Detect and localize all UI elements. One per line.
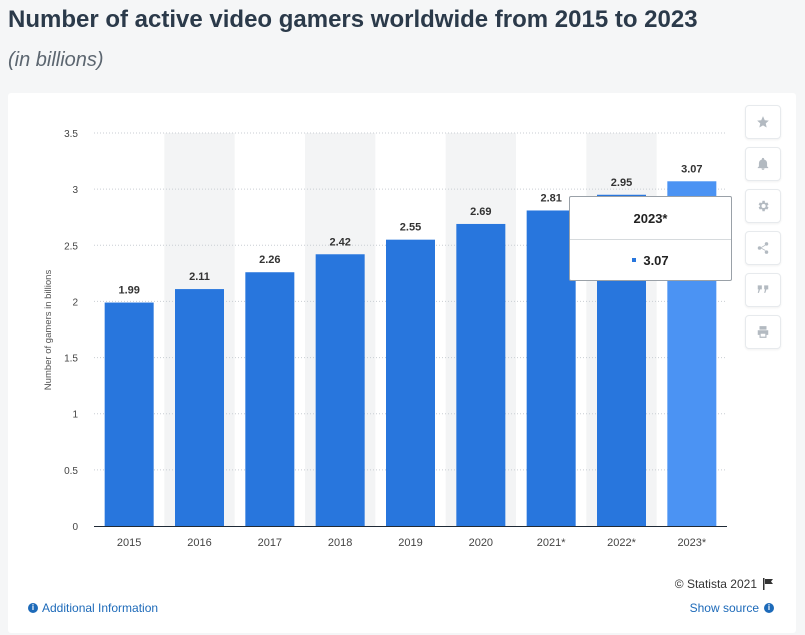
hover-tooltip: 2023* 3.07 [569, 196, 732, 281]
y-tick-label: 2 [72, 297, 78, 308]
value-label-2016: 2.11 [189, 271, 210, 283]
y-tick-label: 2.5 [64, 241, 78, 252]
settings-button[interactable] [745, 189, 781, 223]
series-dot-icon [632, 258, 637, 262]
show-source-label: Show source [689, 601, 759, 615]
x-tick-label-2015: 2015 [117, 537, 141, 549]
bar-2015 [104, 302, 154, 526]
tooltip-category: 2023* [570, 197, 731, 240]
bell-icon [757, 157, 769, 170]
info-icon: i [28, 603, 38, 613]
value-label-2022*: 2.95 [611, 177, 632, 189]
y-tick-label: 0.5 [64, 466, 78, 477]
additional-information-label: Additional Information [42, 601, 159, 615]
value-label-2019: 2.55 [400, 222, 421, 234]
tooltip-value: 3.07 [643, 252, 669, 268]
chart-toolbar [745, 105, 781, 357]
x-tick-label-2016: 2016 [187, 537, 211, 549]
gear-icon [758, 200, 769, 212]
value-label-2021*: 2.81 [540, 192, 561, 204]
chart-title: Number of active video gamers worldwide … [8, 6, 698, 33]
y-tick-label: 1 [72, 410, 78, 421]
copyright-text: © Statista 2021 [674, 577, 757, 591]
x-tick-label-2018: 2018 [328, 537, 352, 549]
info-icon: i [764, 603, 774, 613]
y-tick-label: 1.5 [64, 354, 78, 365]
print-button[interactable] [745, 315, 781, 349]
x-tick-label-2023*: 2023* [677, 537, 706, 549]
x-axis-ticks: 2015 2016 2017 2018 2019 2020 2021* 2022* 2023* [117, 537, 707, 549]
copyright: © Statista 2021 [675, 577, 774, 591]
value-label-2017: 2.26 [259, 254, 280, 266]
y-tick-label: 0 [72, 522, 78, 533]
value-label-2020: 2.69 [470, 206, 491, 218]
favorite-button[interactable] [745, 105, 781, 139]
cite-button[interactable] [745, 273, 781, 307]
star-icon [757, 116, 769, 128]
bar-2019 [386, 239, 435, 526]
additional-information-link[interactable]: i Additional Information [28, 601, 158, 615]
bar-2020 [456, 223, 506, 527]
quote-icon [757, 285, 769, 293]
bar-2017 [245, 272, 295, 526]
y-axis-ticks: 0 0.5 1 1.5 2 2.5 3 3.5 [64, 129, 78, 533]
x-tick-label-2017: 2017 [258, 537, 282, 549]
value-label-2015: 1.99 [118, 285, 139, 297]
tooltip-value-row: 3.07 [570, 240, 731, 280]
flag-icon[interactable] [762, 578, 774, 590]
value-labels: 1.99 2.11 2.26 2.42 2.55 2.69 2.81 2.95 3.07 [118, 163, 702, 296]
y-tick-label: 3 [72, 185, 78, 196]
x-tick-label-2020: 2020 [469, 537, 493, 549]
value-label-2018: 2.42 [329, 236, 350, 248]
y-tick-label: 3.5 [64, 129, 78, 140]
x-tick-label-2021*: 2021* [537, 537, 566, 549]
show-source-link[interactable]: Show source i [690, 601, 774, 615]
print-icon [757, 326, 769, 338]
x-tick-label-2019: 2019 [398, 537, 422, 549]
notification-button[interactable] [745, 147, 781, 181]
x-tick-label-2022*: 2022* [607, 537, 636, 549]
value-label-2023*: 3.07 [681, 163, 702, 175]
bar-2018 [315, 254, 365, 527]
share-button[interactable] [745, 231, 781, 265]
share-icon [757, 242, 769, 254]
bar-2021* [526, 210, 576, 526]
chart-subtitle: (in billions) [8, 49, 104, 71]
bars [104, 181, 717, 527]
y-axis-label: Number of gamers in billions [43, 270, 54, 391]
bar-2016 [175, 289, 224, 526]
